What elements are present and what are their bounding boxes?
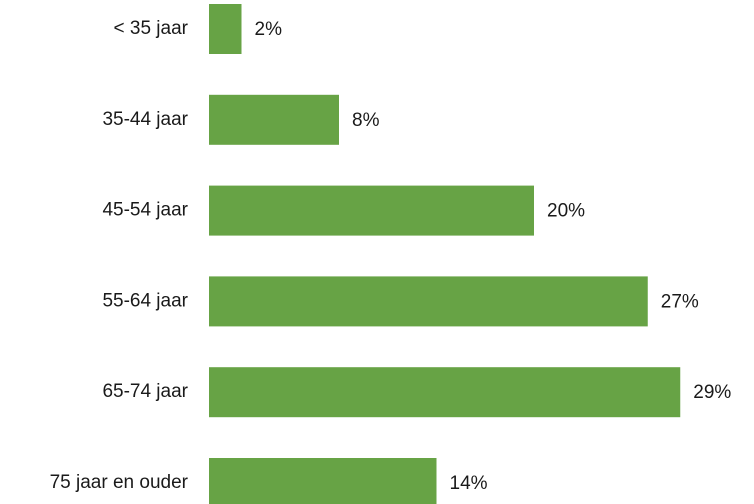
- value-label: 27%: [661, 291, 699, 312]
- bar: [209, 276, 648, 327]
- value-label: 8%: [352, 110, 380, 131]
- bar: [209, 4, 242, 54]
- value-label: 2%: [255, 19, 283, 40]
- value-label: 14%: [450, 473, 488, 494]
- category-label: 75 jaar en ouder: [50, 472, 189, 493]
- bar: [209, 94, 339, 145]
- bar: [209, 185, 534, 236]
- bar: [209, 367, 681, 418]
- value-label: 20%: [547, 201, 585, 222]
- category-label: 65-74 jaar: [102, 381, 188, 402]
- category-label: 55-64 jaar: [102, 290, 188, 311]
- category-label: < 35 jaar: [114, 18, 189, 39]
- category-label: 45-54 jaar: [102, 200, 188, 221]
- bar: [209, 458, 437, 504]
- value-label: 29%: [693, 382, 731, 403]
- category-label: 35-44 jaar: [102, 109, 188, 130]
